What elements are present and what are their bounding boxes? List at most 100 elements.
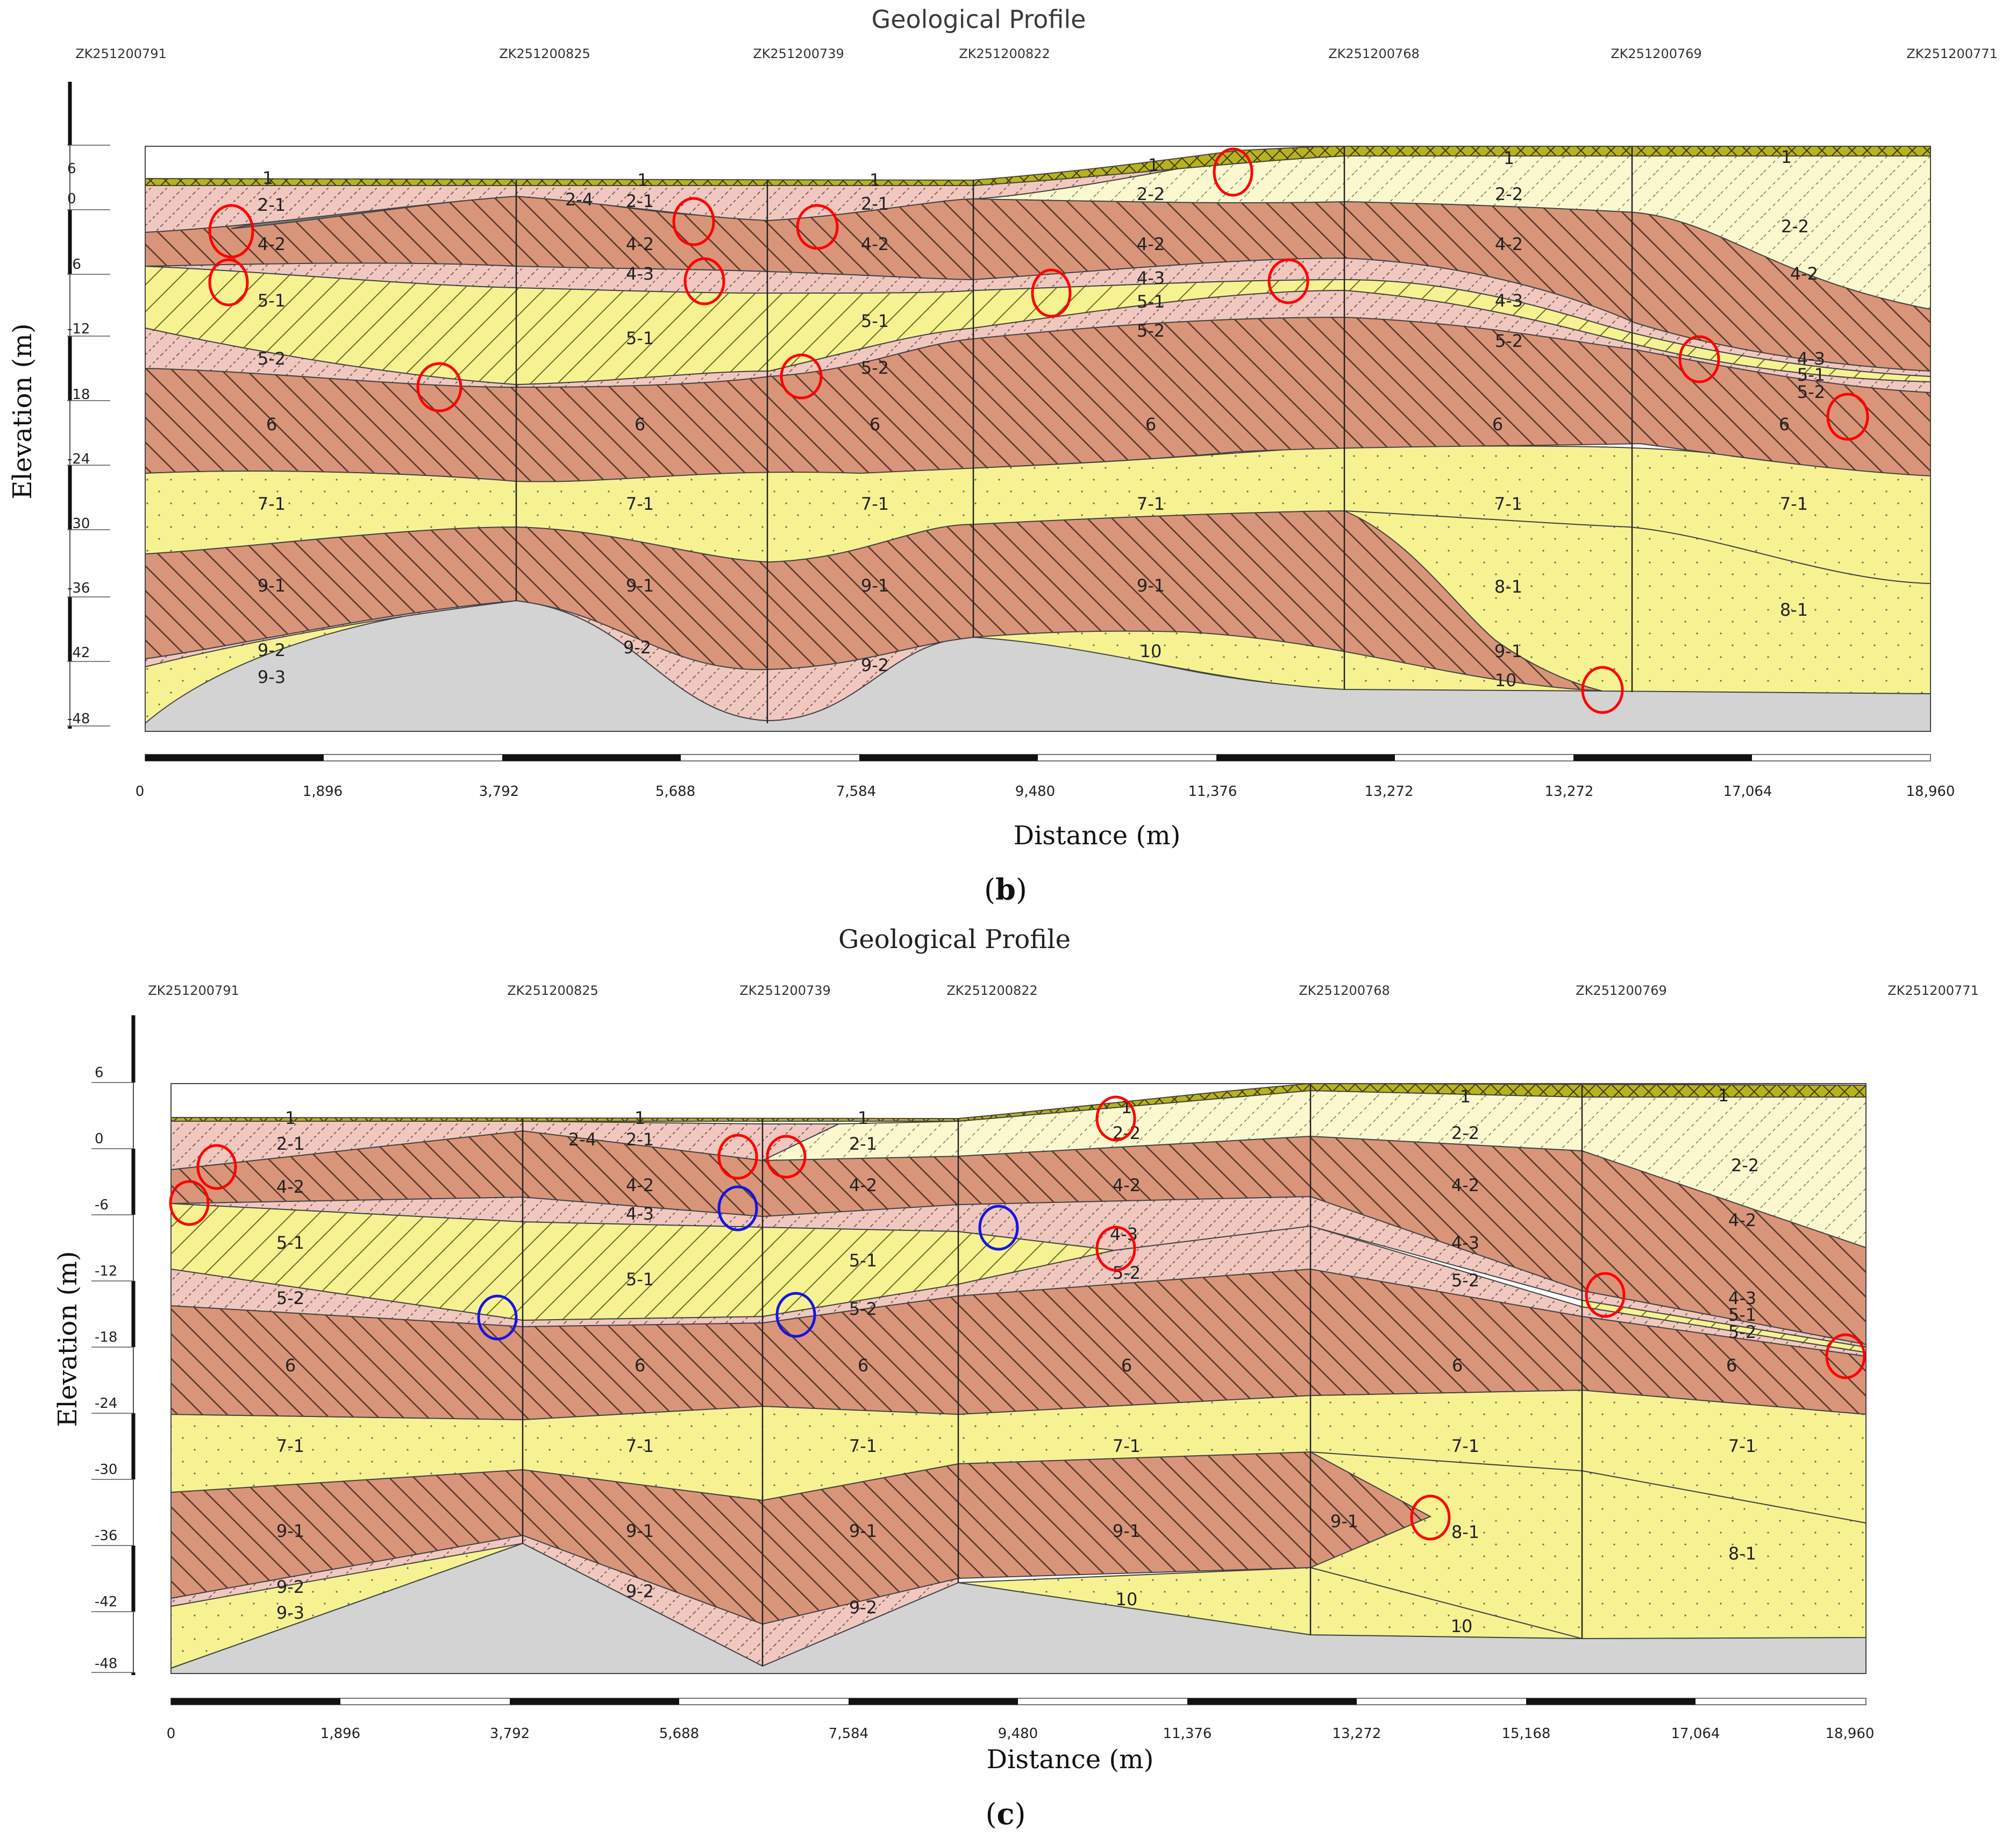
layer-label: 5-2 xyxy=(1451,1270,1479,1291)
layer-label: 5-2 xyxy=(1495,331,1523,351)
layer-label: 9-1 xyxy=(861,575,889,596)
layer-label: 4-3 xyxy=(1495,290,1523,311)
layer-label: 8-1 xyxy=(1451,1522,1479,1542)
layer-label: 9-2 xyxy=(626,1581,654,1601)
x-tick-label: 0 xyxy=(167,1726,176,1742)
y-tick-label: 6 xyxy=(95,1065,104,1081)
red-marker xyxy=(796,204,839,250)
highlight-markers xyxy=(169,1095,1866,1541)
layer-label: 6 xyxy=(1779,414,1790,435)
red-marker xyxy=(169,1180,210,1226)
red-marker xyxy=(416,362,462,412)
borehole-label: ZK251200739 xyxy=(739,983,831,998)
x-tick-label: 18,960 xyxy=(1906,784,1955,800)
y-tick-label: -6 xyxy=(95,1197,109,1213)
layer-label: 1 xyxy=(637,170,648,190)
y-tick-label: -42 xyxy=(95,1594,117,1610)
layer-label: 4-2 xyxy=(1495,234,1523,254)
layer-label: 5-2 xyxy=(276,1288,304,1308)
red-marker xyxy=(1095,1095,1136,1142)
panel-caption-letter: c xyxy=(997,1797,1015,1831)
layer-label: 6 xyxy=(285,1355,296,1376)
x-tick-label: 11,376 xyxy=(1188,784,1237,800)
x-axis-title: Distance (m) xyxy=(1014,821,1181,851)
layer-label: 2-1 xyxy=(276,1134,304,1154)
layer-label: 4-2 xyxy=(1790,264,1818,284)
layer-label: 7-1 xyxy=(1137,494,1165,514)
layer-label: 9-2 xyxy=(623,637,651,658)
x-tick-label: 11,376 xyxy=(1163,1726,1212,1742)
blue-marker xyxy=(775,1292,816,1338)
layer-label: 9-2 xyxy=(849,1597,877,1618)
layer-label: 5-1 xyxy=(626,1269,654,1290)
x-tick-label: 17,064 xyxy=(1671,1726,1720,1742)
layer-label: 2-1 xyxy=(626,1129,654,1150)
layer-label: 6 xyxy=(1121,1355,1132,1376)
layer-label: 5-1 xyxy=(626,328,654,348)
layer-label: 7-1 xyxy=(1728,1436,1756,1456)
x-tick-label: 9,480 xyxy=(998,1726,1038,1742)
borehole-label: ZK251200769 xyxy=(1576,983,1667,998)
layer-label: 6 xyxy=(1452,1355,1463,1376)
blue-marker xyxy=(978,1205,1019,1251)
x-tick-label: 13,272 xyxy=(1365,784,1414,800)
layer-label: 7-1 xyxy=(1780,494,1808,514)
borehole-label: ZK251200822 xyxy=(946,983,1038,998)
y-tick-label: -48 xyxy=(67,711,90,727)
y-axis: 6 0 -6 -12 -18 -24 -30 -36 -42 -48 Eleva… xyxy=(8,82,110,729)
layer-label: 6 xyxy=(266,414,277,435)
layer-label: 4-3 xyxy=(1451,1233,1479,1253)
red-marker xyxy=(1585,1272,1626,1318)
borehole-label: ZK251200825 xyxy=(507,983,599,998)
section-frame xyxy=(170,1083,1867,1674)
x-tick-label: 1,896 xyxy=(303,784,343,800)
layer-label: 1 xyxy=(1148,155,1159,175)
geological-section xyxy=(170,1083,1867,1674)
layer-label: 5-1 xyxy=(861,311,889,331)
y-tick-label: 0 xyxy=(67,191,76,207)
layer-label: 9-2 xyxy=(276,1577,304,1597)
layer-label: 4-3 xyxy=(1137,268,1165,288)
y-tick-label: -6 xyxy=(67,257,81,273)
layer-label: 4-2 xyxy=(861,234,889,254)
x-tick-label: 9,480 xyxy=(1015,784,1055,800)
red-marker xyxy=(1410,1494,1451,1541)
layer-label: 4-2 xyxy=(1113,1175,1141,1195)
panel-c: Geological Profile ZK251200791 ZK2512008… xyxy=(53,924,1979,1831)
red-marker xyxy=(672,197,715,246)
layer-label: 4-3 xyxy=(626,1204,654,1224)
layer-label: 5-2 xyxy=(1797,382,1825,402)
y-tick-label: 0 xyxy=(95,1131,104,1147)
layer-label: 2-2 xyxy=(1781,216,1809,237)
borehole-labels: ZK251200791 ZK251200825 ZK251200739 ZK25… xyxy=(148,983,1979,998)
red-marker xyxy=(780,353,823,400)
x-tick-label: 7,584 xyxy=(829,1726,868,1742)
layer-label: 9-1 xyxy=(258,575,286,596)
borehole-lines xyxy=(522,1084,1583,1666)
layer-label: 2-1 xyxy=(861,194,889,214)
x-tick-label: 18,960 xyxy=(1826,1726,1875,1742)
x-tick-label: 5,688 xyxy=(659,1726,699,1742)
red-marker xyxy=(1678,335,1720,383)
layer-label: 1 xyxy=(1460,1086,1471,1107)
borehole-label: ZK251200768 xyxy=(1328,46,1420,61)
layer-label: 6 xyxy=(1726,1355,1737,1376)
layer-label: 1 xyxy=(1718,1085,1729,1106)
layer-label: 5-2 xyxy=(258,348,286,369)
x-tick-label: 3,792 xyxy=(490,1726,530,1742)
layer-label: 5-1 xyxy=(276,1233,304,1253)
layer-label: 9-2 xyxy=(258,640,286,660)
layer-label: 5-2 xyxy=(861,358,889,378)
layer-label: 9-1 xyxy=(1330,1511,1358,1532)
x-axis-title: Distance (m) xyxy=(987,1745,1154,1775)
borehole-label: ZK251200771 xyxy=(1887,983,1979,998)
layer-label: 4-2 xyxy=(849,1175,877,1195)
red-marker xyxy=(717,1134,758,1180)
red-marker xyxy=(1581,666,1624,714)
layer-label: 2-2 xyxy=(1451,1123,1479,1143)
layer-label: 9-1 xyxy=(626,1521,654,1541)
layer-label: 2-1 xyxy=(626,191,654,211)
borehole-labels: ZK251200791 ZK251200825 ZK251200739 ZK25… xyxy=(75,46,1998,61)
red-marker xyxy=(196,1144,237,1190)
